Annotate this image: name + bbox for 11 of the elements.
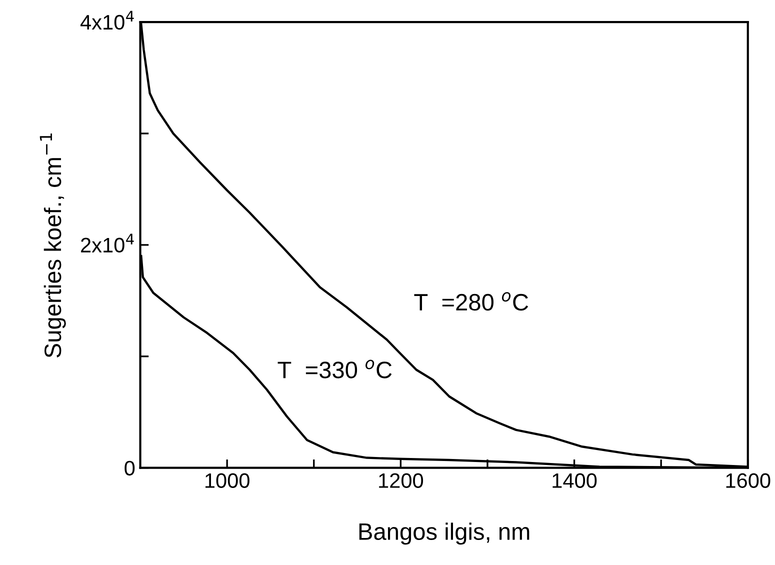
y-tick-label: 4x10$^{4}$ xyxy=(80,10,134,30)
x-tick-label: 1400 xyxy=(552,473,597,488)
series-label: T =280 $^{o}$C xyxy=(414,292,528,311)
y-tick-label: 2x10$^{4}$ xyxy=(81,234,134,253)
x-tick-label: 1600 xyxy=(726,473,770,488)
x-tick-label: 1200 xyxy=(379,473,424,488)
series-label: T =330 $^{o}$C xyxy=(278,360,392,378)
y-tick-label: 0 xyxy=(124,460,135,476)
x-axis-title: Bangos ilgis, nm xyxy=(359,522,530,545)
x-tick-label: 1000 xyxy=(205,473,250,488)
y-axis-title: Sugerties koef., cm$^{−1}$ xyxy=(40,133,66,358)
